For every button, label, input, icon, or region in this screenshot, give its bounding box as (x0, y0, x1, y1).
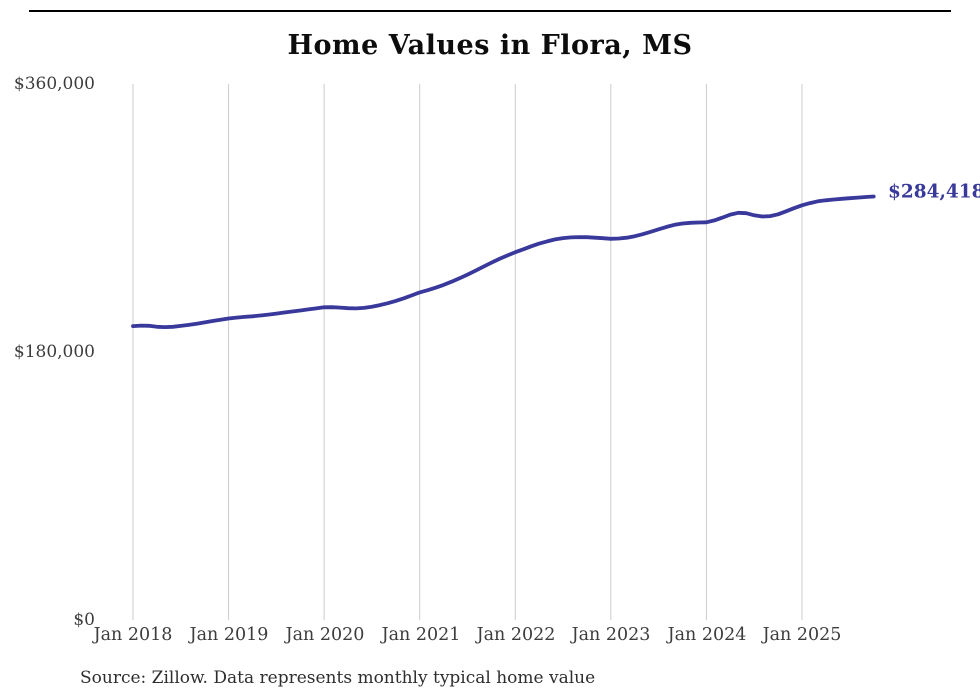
x-tick-label: Jan 2019 (189, 625, 269, 645)
vertical-gridlines (132, 84, 803, 620)
y-axis-tick-0: $0 (73, 610, 95, 630)
y-axis-tick-360k: $360,000 (13, 74, 95, 94)
x-tick-label: Jan 2025 (762, 625, 842, 645)
source-attribution: Source: Zillow. Data represents monthly … (80, 668, 596, 688)
top-divider-rule (29, 10, 951, 12)
home-value-line-series (131, 194, 876, 330)
x-tick-label: Jan 2018 (93, 625, 173, 645)
x-tick-label: Jan 2020 (285, 625, 365, 645)
x-tick-label: Jan 2023 (571, 625, 651, 645)
x-tick-label: Jan 2021 (381, 625, 461, 645)
x-tick-label: Jan 2024 (667, 625, 747, 645)
page-title: Home Values in Flora, MS (287, 30, 693, 61)
current-value-label: $284,418 (888, 181, 980, 203)
y-axis-tick-180k: $180,000 (13, 342, 95, 362)
x-tick-label: Jan 2022 (476, 625, 556, 645)
